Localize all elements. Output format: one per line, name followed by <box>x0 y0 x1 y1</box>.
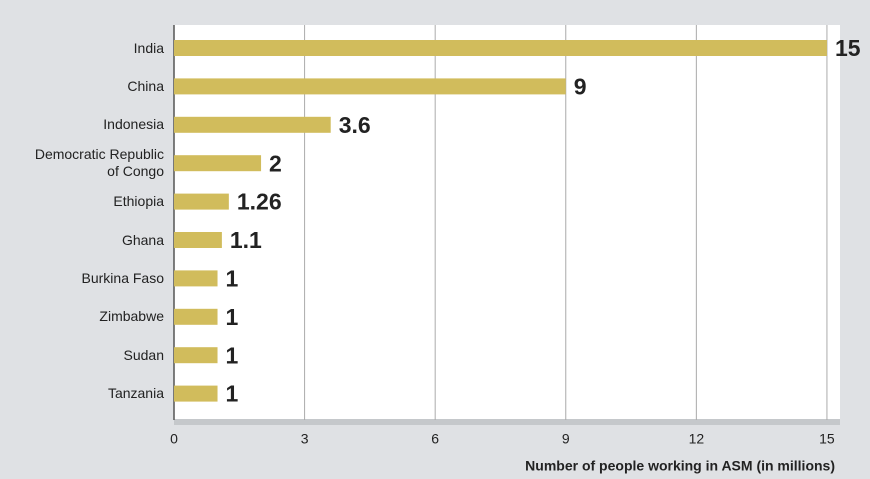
x-tick-label: 12 <box>689 431 705 447</box>
bar <box>174 155 262 172</box>
data-label: 9 <box>574 73 587 99</box>
y-tick-label: Sudan <box>123 346 164 363</box>
x-tick-label: 3 <box>301 431 309 447</box>
bar <box>174 40 827 56</box>
y-tick-label: Zimbabwe <box>99 308 164 325</box>
y-tick-label: Burkina Faso <box>81 269 164 286</box>
y-tick-label: Indonesia <box>103 116 164 133</box>
x-tick-label: 0 <box>170 431 178 447</box>
data-label: 1.26 <box>237 189 282 215</box>
bar <box>174 385 218 402</box>
x-tick-label: 6 <box>431 431 439 447</box>
bar <box>174 308 218 325</box>
x-tick-label: 15 <box>819 431 835 447</box>
y-tick-label: Democratic Republic of Congo <box>34 146 164 180</box>
axis-band <box>174 419 840 425</box>
x-tick-label: 9 <box>562 431 570 447</box>
data-label: 1 <box>226 304 239 330</box>
y-tick-label: Ethiopia <box>113 193 164 210</box>
x-axis-title: Number of people working in ASM (in mill… <box>525 458 835 474</box>
bar <box>174 232 222 248</box>
y-tick-label: Tanzania <box>107 385 164 402</box>
bar <box>174 193 229 210</box>
data-label: 2 <box>269 150 282 176</box>
bar <box>174 270 218 287</box>
data-label: 1.1 <box>230 227 262 253</box>
data-label: 1 <box>226 265 239 291</box>
bar <box>174 347 218 364</box>
data-label: 3.6 <box>339 112 371 138</box>
data-label: 15 <box>835 35 861 61</box>
y-tick-label: Ghana <box>121 231 164 248</box>
bar <box>174 116 331 133</box>
data-label: 1 <box>226 342 239 368</box>
y-tick-label: China <box>127 77 164 94</box>
y-tick-label: India <box>133 39 164 56</box>
bar <box>174 78 566 95</box>
data-label: 1 <box>226 381 239 407</box>
